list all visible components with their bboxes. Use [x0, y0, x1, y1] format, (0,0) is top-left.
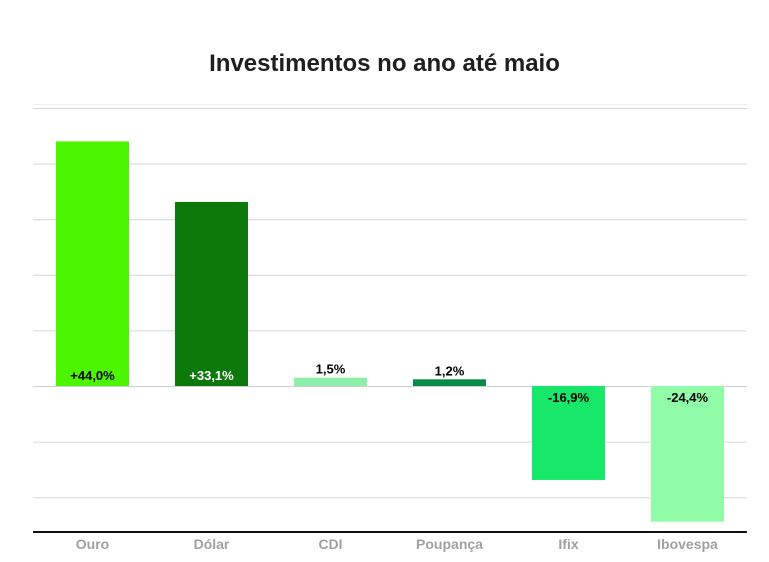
- chart-title: Investimentos no ano até maio: [209, 50, 560, 77]
- data-label: +33,1%: [189, 368, 234, 383]
- data-label: 1,2%: [435, 363, 465, 378]
- category-label: Ibovespa: [657, 536, 718, 552]
- category-label: Dólar: [194, 536, 230, 552]
- category-label: Poupança: [416, 536, 483, 552]
- category-label: Ouro: [76, 536, 109, 552]
- data-label: 1,5%: [316, 362, 346, 377]
- bar-5[interactable]: [651, 386, 724, 522]
- bar-0[interactable]: [56, 141, 129, 386]
- bar-3[interactable]: [413, 379, 486, 386]
- bar-1[interactable]: [175, 201, 248, 386]
- bar-2[interactable]: [294, 377, 367, 386]
- category-label: CDI: [318, 536, 342, 552]
- data-label: -24,4%: [667, 390, 709, 405]
- data-label: -16,9%: [548, 390, 590, 405]
- category-label: Ifix: [558, 536, 578, 552]
- data-label: +44,0%: [70, 368, 115, 383]
- bar-4[interactable]: [532, 386, 605, 480]
